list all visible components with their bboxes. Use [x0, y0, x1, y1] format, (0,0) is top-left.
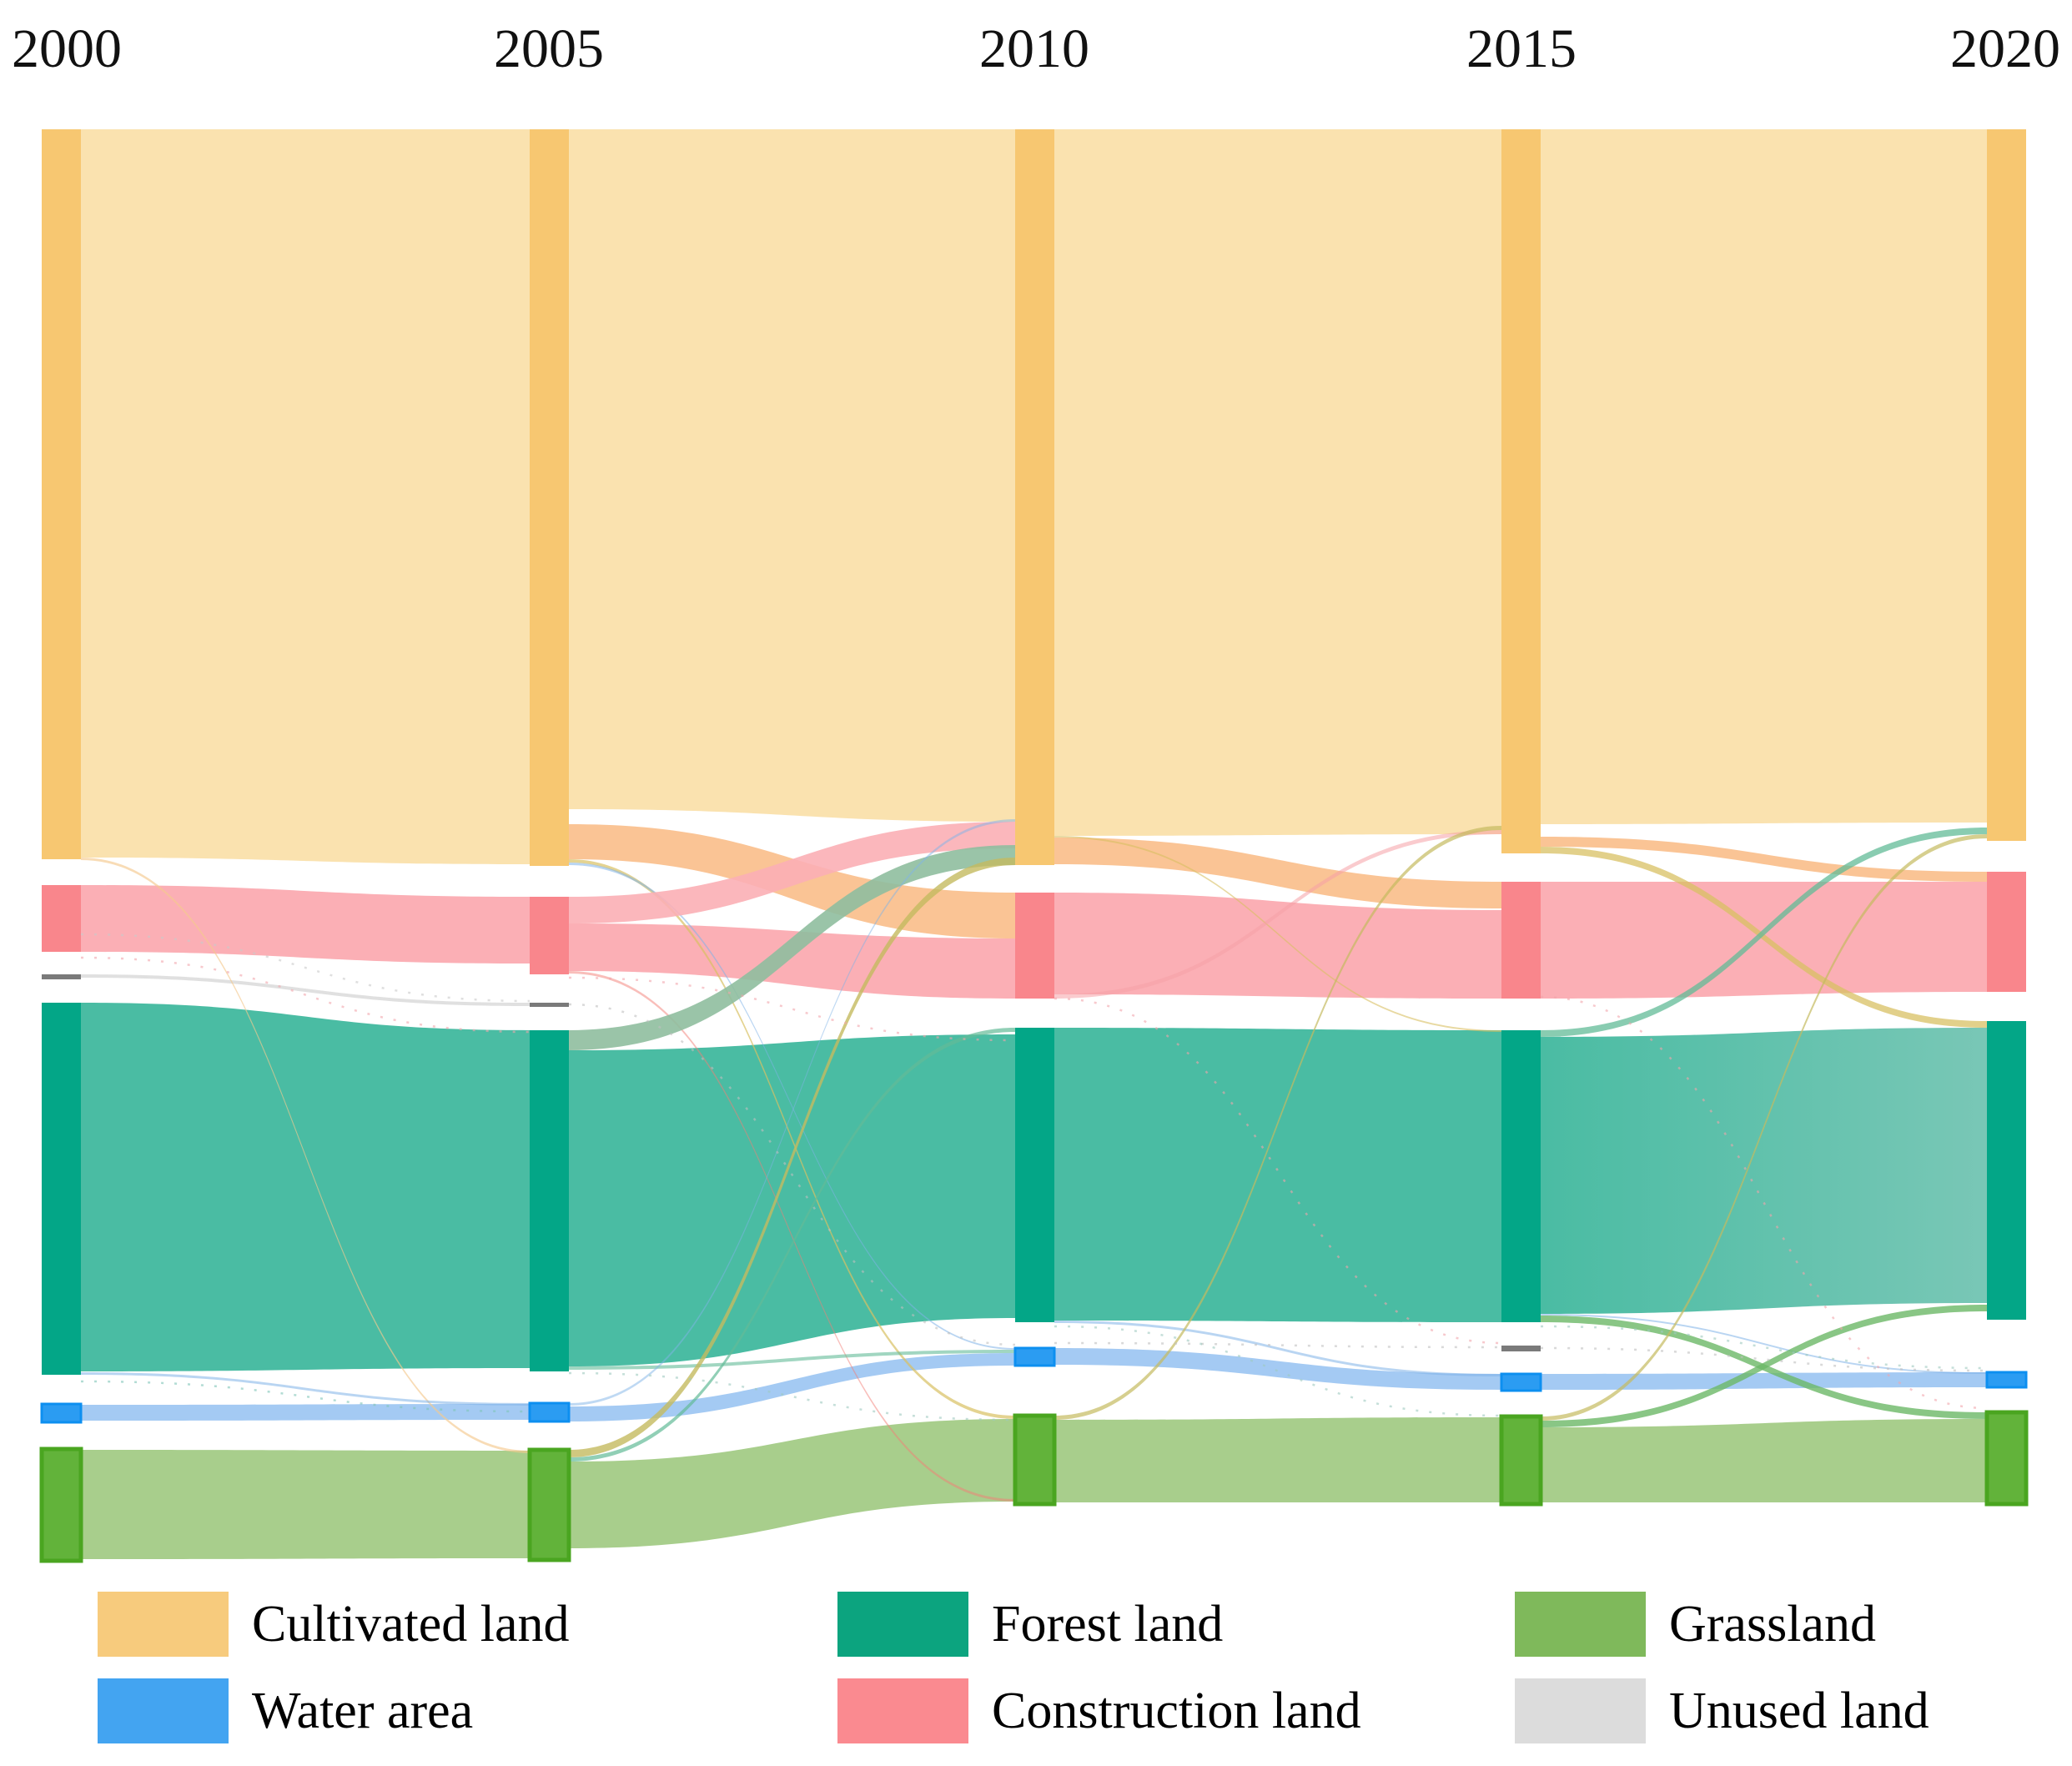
flow-2005-forest-to-forest: [569, 1034, 1015, 1366]
node-2000-forest: [42, 1003, 81, 1375]
year-label-2000: 2000: [12, 18, 122, 79]
flow-2005-cultivated-to-grassland: [569, 859, 1015, 1419]
flow-2005-construction-to-cultivated: [569, 822, 1015, 923]
micro-flow-2005: [568, 976, 1016, 1042]
node-2010-cultivated: [1015, 129, 1054, 865]
flow-2005-grassland-to-cultivated: [569, 858, 1015, 1457]
flow-2000-grassland-to-grassland: [81, 1450, 530, 1559]
flow-2015-grassland-to-cultivated: [1541, 834, 1987, 1421]
micro-flow-2000: [80, 933, 531, 1003]
flow-2005-construction-to-construction: [569, 923, 1015, 999]
year-label-2010: 2010: [979, 18, 1089, 79]
micro-flow-2015: [1540, 1325, 1988, 1370]
flow-2015-water-to-water: [1541, 1372, 1987, 1390]
node-2005-construction: [530, 897, 569, 974]
flow-2015-forest-to-water: [1541, 1314, 1987, 1374]
flow-2000-forest-to-water: [81, 1372, 530, 1406]
node-2020-grassland: [1984, 1410, 2029, 1507]
flow-2010-forest-to-forest: [1054, 1028, 1501, 1322]
flow-2010-construction-to-construction: [1054, 893, 1501, 999]
flow-2005-forest-to-water: [569, 1350, 1015, 1370]
node-2010-water: [1013, 1346, 1056, 1367]
node-2005-forest: [530, 1030, 569, 1371]
node-2015-forest: [1501, 1030, 1541, 1322]
flow-2010-grassland-to-grassland: [1054, 1417, 1501, 1502]
node-2010-forest: [1015, 1028, 1054, 1322]
micro-flow-2000: [80, 1380, 531, 1413]
flow-2010-construction-to-cultivated: [1054, 830, 1501, 999]
node-2000-cultivated: [42, 129, 81, 859]
flow-2005-construction-to-grassland: [569, 971, 1015, 1502]
node-2020-forest: [1987, 1021, 2026, 1320]
flow-2000-cultivated-to-cultivated: [81, 129, 530, 864]
flow-2005-cultivated-to-cultivated: [569, 129, 1015, 822]
flow-2005-grassland-to-forest: [569, 1028, 1015, 1462]
node-2005-water: [528, 1401, 571, 1423]
micro-flow-2000: [80, 956, 531, 1034]
micro-flow-2005: [568, 1003, 1016, 1346]
node-2000-unused: [42, 974, 81, 979]
node-2005-unused: [530, 1003, 569, 1007]
flow-2010-cultivated-to-cultivated: [1054, 129, 1501, 836]
node-2015-construction: [1501, 882, 1541, 999]
micro-flow-2005: [568, 1371, 1016, 1421]
node-2015-cultivated: [1501, 129, 1541, 853]
micro-flow-2015: [1540, 1346, 1988, 1372]
year-label-2015: 2015: [1466, 18, 1577, 79]
micro-flow-2010: [1054, 1341, 1502, 1349]
flow-2000-forest-to-forest: [81, 1003, 530, 1371]
flow-2015-forest-to-cultivated: [1541, 828, 1987, 1037]
flow-2000-unused-to-unused: [81, 974, 530, 1006]
flow-2015-cultivated-to-cultivated: [1541, 129, 1987, 824]
flow-2005-forest-to-cultivated: [569, 845, 1015, 1050]
flow-2010-water-to-water: [1054, 1348, 1501, 1390]
flow-2005-cultivated-to-water: [569, 863, 1015, 1350]
node-2010-construction: [1015, 893, 1054, 999]
flow-2000-water-to-water: [81, 1404, 530, 1421]
flow-2015-cultivated-to-forest: [1541, 847, 1987, 1028]
node-2015-unused: [1501, 1346, 1541, 1351]
node-2015-water: [1500, 1372, 1542, 1392]
flow-2015-forest-to-forest: [1541, 1028, 1987, 1314]
node-2020-construction: [1987, 872, 2026, 992]
flow-2000-construction-to-construction: [81, 885, 530, 964]
flow-2015-cultivated-to-construction: [1541, 837, 1987, 882]
node-2010-grassland: [1013, 1413, 1057, 1507]
flow-2005-grassland-to-grassland: [569, 1419, 1015, 1548]
node-2020-cultivated: [1987, 129, 2026, 841]
flow-2005-water-to-water: [569, 1353, 1015, 1421]
node-2000-grassland: [39, 1447, 83, 1563]
node-2000-water: [40, 1402, 83, 1424]
flow-2010-forest-to-water: [1054, 1321, 1501, 1376]
year-label-2020: 2020: [1950, 18, 2060, 79]
flow-2010-grassland-to-cultivated: [1054, 826, 1501, 1420]
node-2005-grassland: [527, 1447, 571, 1562]
flow-2015-grassland-to-forest: [1541, 1305, 1987, 1427]
flow-2015-grassland-to-grassland: [1541, 1419, 1987, 1502]
node-2015-grassland: [1499, 1414, 1543, 1507]
flow-2000-cultivated-to-grassland: [81, 858, 530, 1453]
node-2020-water: [1985, 1371, 2028, 1389]
node-2005-cultivated: [530, 129, 569, 866]
micro-flow-2010: [1054, 1325, 1502, 1417]
node-2000-construction: [42, 885, 81, 952]
year-label-2005: 2005: [494, 18, 604, 79]
flow-2010-cultivated-to-forest: [1054, 836, 1501, 1032]
flow-2005-water-to-cultivated: [569, 819, 1015, 1406]
